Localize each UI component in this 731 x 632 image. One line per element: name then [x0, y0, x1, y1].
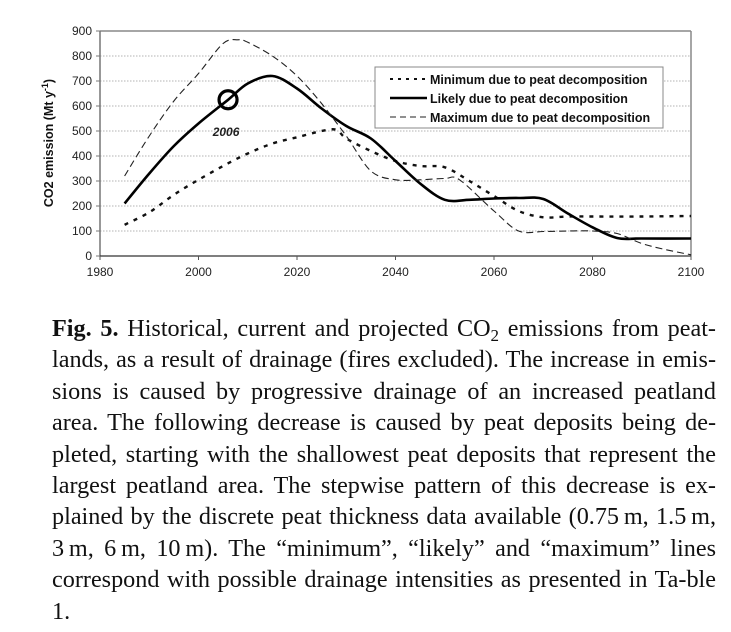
series-line-dashed — [124, 39, 692, 256]
y-tick-label: 500 — [72, 124, 92, 138]
annotation-circle-marker — [217, 89, 239, 111]
x-tick-label: 2100 — [678, 265, 705, 279]
y-tick-label: 300 — [72, 174, 92, 188]
x-tick-label: 2020 — [284, 265, 311, 279]
y-ticks: 0 100 200 300 400 500 600 700 800 900 — [72, 24, 100, 263]
x-tick-label: 1980 — [87, 265, 114, 279]
y-tick-label: 200 — [72, 199, 92, 213]
annotation-2006: 2006 — [212, 89, 240, 139]
x-tick-label: 2080 — [579, 265, 606, 279]
legend-label: Likely due to peat decomposition — [430, 92, 628, 106]
caption-subscript: 2 — [490, 326, 500, 345]
caption-text-1: Historical, current and projected CO — [118, 315, 491, 342]
annotation-label: 2006 — [212, 125, 240, 139]
y-tick-label: 700 — [72, 74, 92, 88]
x-tick-label: 2060 — [481, 265, 508, 279]
y-tick-label: 0 — [85, 249, 92, 263]
legend: Minimum due to peat decomposition Likely … — [374, 66, 664, 129]
caption-text-2: emissions from peat-lands, as a result o… — [52, 315, 716, 625]
series-line-dotted — [124, 128, 692, 226]
y-tick-label: 100 — [72, 224, 92, 238]
x-tick-label: 2040 — [382, 265, 409, 279]
emission-chart: 0 100 200 300 400 500 600 700 800 900 1980 2000 202… — [40, 24, 705, 279]
x-ticks: 1980 2000 2020 2040 2060 2080 2100 — [87, 256, 705, 279]
y-tick-label: 600 — [72, 99, 92, 113]
legend-label: Maximum due to peat decomposition — [430, 111, 650, 125]
y-tick-label: 900 — [72, 24, 92, 38]
legend-label: Minimum due to peat decomposition — [430, 73, 647, 87]
axes — [99, 30, 692, 257]
y-tick-label: 400 — [72, 149, 92, 163]
y-axis-title: CO2 emission (Mt y-1) — [40, 79, 56, 207]
figure-caption: Fig. 5. Historical, current and projecte… — [52, 313, 716, 627]
figure-label: Fig. 5. — [52, 315, 119, 342]
y-tick-label: 800 — [72, 49, 92, 63]
x-tick-label: 2000 — [185, 265, 212, 279]
